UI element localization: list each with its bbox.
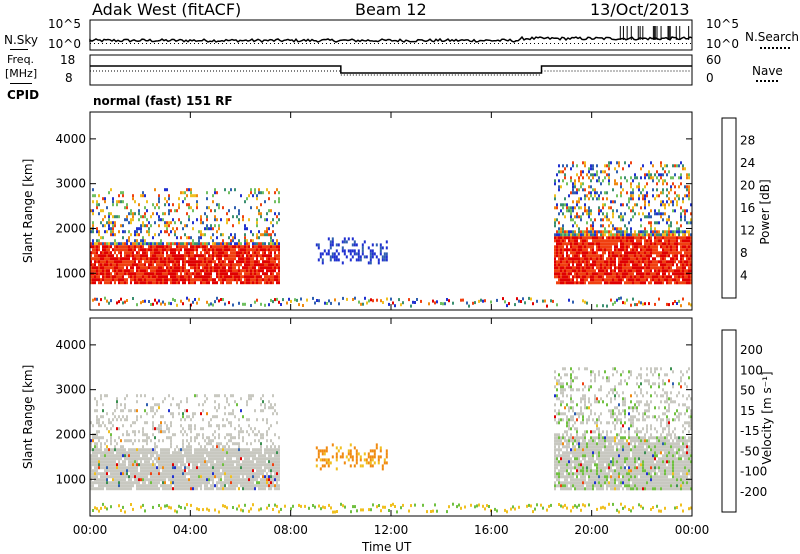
xtick-label: 08:00 — [273, 523, 308, 537]
xtick-label: 20:00 — [574, 523, 609, 537]
noise-panel-frame — [89, 19, 693, 51]
velocity-ylabel: Slant Range [km] — [21, 364, 35, 469]
velocity-colorbar: 200 100 50 15 -15 -50 -100 -200 — [721, 329, 767, 513]
freq-unit-label: [MHz] — [5, 67, 38, 80]
freq-tick-top: 18 — [60, 53, 76, 67]
xtick-label: 12:00 — [374, 523, 409, 537]
nsky-legend-line — [10, 49, 28, 50]
ytick-label: 2000 — [55, 427, 86, 441]
noise-left-tick-top: 10^5 — [48, 17, 81, 31]
noise-left-tick-bottom: 10^0 — [48, 37, 81, 51]
power-colorbar-tick: 12 — [740, 224, 755, 238]
nave-tick-bottom: 0 — [706, 71, 714, 85]
power-colorbar-tick: 24 — [740, 156, 755, 170]
velocity-colorbar-tick: 100 — [740, 363, 763, 377]
ytick-label: 1000 — [55, 266, 86, 280]
noise-trace — [89, 26, 693, 44]
nave-tick-top: 60 — [706, 53, 722, 67]
xtick-label: 00:00 — [675, 523, 710, 537]
ytick-label: 4000 — [55, 338, 86, 352]
beam-label: Beam 12 — [355, 0, 427, 19]
noise-right-tick-bottom: 10^0 — [706, 37, 739, 51]
cpid-label: CPID — [7, 88, 40, 102]
power-colorbar-tick: 4 — [740, 269, 748, 283]
ytick-label: 2000 — [55, 221, 86, 235]
freq-legend-line — [10, 83, 32, 84]
cpid-text: normal (fast) 151 RF — [93, 94, 233, 108]
station-title: Adak West (fitACF) — [92, 0, 242, 19]
power-ylabel: Slant Range [km] — [21, 158, 35, 263]
ytick-label: 1000 — [55, 472, 86, 486]
xtick-label: 04:00 — [173, 523, 208, 537]
velocity-colorbar-tick: 50 — [740, 384, 755, 398]
nsearch-legend-line — [760, 47, 790, 49]
velocity-colorbar-label: Velocity [m s⁻¹] — [760, 371, 774, 465]
power-colorbar: 4 8 12 16 20 24 28 — [721, 117, 755, 299]
ytick-label: 3000 — [55, 383, 86, 397]
velocity-colorbar-tick: -15 — [740, 424, 760, 438]
velocity-colorbar-tick: -100 — [740, 465, 767, 479]
velocity-colorbar-tick: 15 — [740, 404, 755, 418]
velocity-colorbar-tick: -50 — [740, 444, 760, 458]
xaxis-label: Time UT — [362, 540, 412, 554]
nave-legend-line — [756, 80, 778, 82]
xtick-label: 16:00 — [474, 523, 509, 537]
power-colorbar-tick: 16 — [740, 201, 755, 215]
freq-label: Freq. — [7, 53, 35, 66]
freq-tick-bottom: 8 — [65, 71, 73, 85]
velocity-colorbar-tick: -200 — [740, 485, 767, 499]
date-label: 13/Oct/2013 — [590, 0, 690, 19]
axis-ticks: 1000 2000 3000 4000 1000 2000 3000 4000 00:00 04:… — [55, 112, 709, 537]
velocity-cells — [90, 367, 692, 514]
ytick-label: 4000 — [55, 132, 86, 146]
power-colorbar-tick: 8 — [740, 246, 748, 260]
power-colorbar-tick: 20 — [740, 179, 755, 193]
nsearch-label: N.Search — [745, 30, 800, 44]
power-cells — [90, 161, 692, 308]
nave-label: Nave — [752, 64, 783, 78]
nsky-label: N.Sky — [4, 33, 39, 47]
freq-panel-frame — [89, 54, 693, 86]
power-colorbar-label: Power [dB] — [758, 179, 772, 245]
xtick-label: 00:00 — [73, 523, 108, 537]
ytick-label: 3000 — [55, 177, 86, 191]
velocity-colorbar-tick: 200 — [740, 343, 763, 357]
noise-right-tick-top: 10^5 — [706, 17, 739, 31]
power-colorbar-tick: 28 — [740, 134, 755, 148]
freq-trace — [90, 65, 692, 76]
